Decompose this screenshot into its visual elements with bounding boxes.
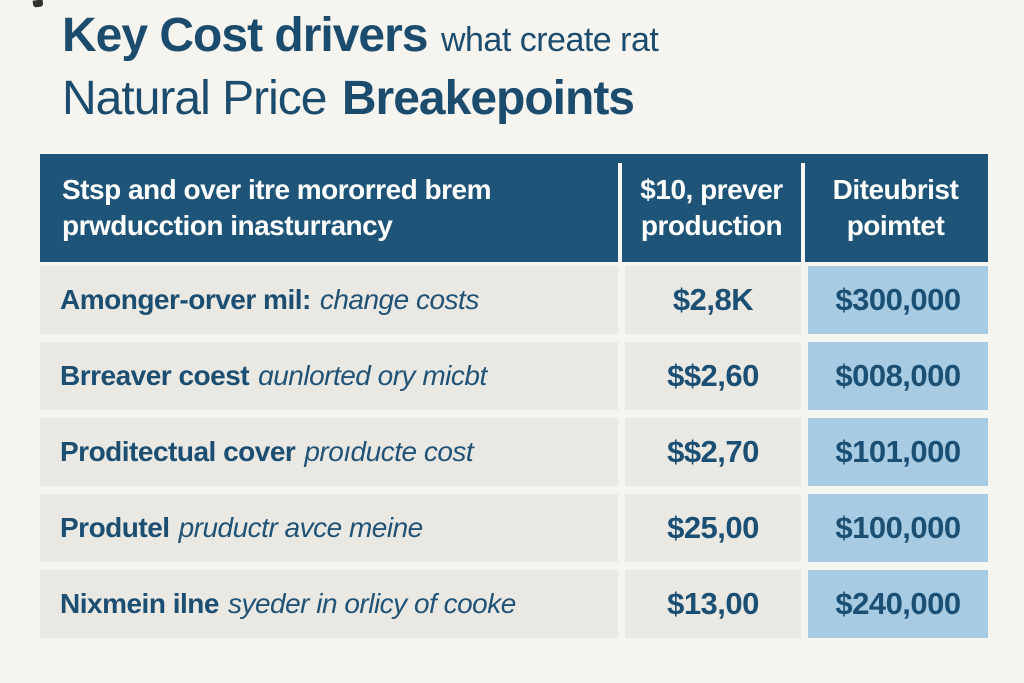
artifact-mark [32, 0, 44, 8]
row-label-italic: syeder in orlicy of cooke [227, 588, 516, 619]
row-value-production: $25,00 [625, 494, 801, 562]
table-row: Nixmein ilne syeder in orlicy of cooke $… [40, 570, 988, 638]
row-label-cell: Proditectual cover proıducte cost [40, 418, 618, 486]
title-secondary: Natural Price [62, 72, 327, 125]
title-suffix: what create rat [440, 21, 659, 59]
row-label-cell: Produtel pruductr avce meine [40, 494, 618, 562]
row-value-production: $$2,70 [625, 418, 801, 486]
row-label-italic: pruductr avce meine [178, 512, 424, 543]
row-label-bold: Brreaver coest [60, 360, 250, 391]
title-line-2: Natural Price Breakepoints [62, 71, 658, 126]
header-cost-driver: Stsp and over itre mororred brem prwducc… [62, 173, 492, 241]
row-value-breakpoint: $100,000 [808, 494, 988, 562]
table-row: Produtel pruductr avce meine $25,00 $100… [40, 494, 988, 562]
row-label-italic: proıducte cost [304, 436, 474, 467]
title-primary: Key Cost drivers [62, 9, 428, 62]
cost-table: Stsp and over itre mororred brem prwducc… [40, 154, 988, 646]
row-label-italic: ɑunlorted ory micbt [258, 360, 487, 391]
row-value-production: $2,8K [625, 266, 801, 334]
row-label-bold: Amonger-orver mil: [60, 284, 311, 315]
header-per-production: $10, prever production [640, 173, 783, 241]
row-label-cell: Amonger-orver mil: change costs [40, 266, 618, 334]
row-value-breakpoint: $101,000 [808, 418, 988, 486]
column-divider [801, 163, 805, 262]
title-line-1: Key Cost drivers what create rat [62, 8, 659, 63]
header-breakpoint: Diteubrist poimtet [832, 173, 959, 241]
row-value-breakpoint: $240,000 [808, 570, 988, 638]
table-header-row: Stsp and over itre mororred brem prwducc… [40, 154, 988, 262]
row-label-bold: Proditectual cover [60, 436, 296, 467]
row-value-breakpoint: $008,000 [808, 342, 988, 410]
row-label-italic: change costs [319, 284, 480, 315]
row-value-breakpoint: $300,000 [808, 266, 988, 334]
page-title: Key Cost drivers what create rat Natural… [62, 8, 659, 126]
table-row: Brreaver coest ɑunlorted ory micbt $$2,6… [40, 342, 988, 410]
column-divider [618, 163, 622, 262]
row-value-production: $$2,60 [625, 342, 801, 410]
row-value-production: $13,00 [625, 570, 801, 638]
title-emphasis: Breakepoints [341, 72, 635, 125]
row-label-cell: Brreaver coest ɑunlorted ory micbt [40, 342, 618, 410]
row-label-bold: Nixmein ilne [60, 588, 219, 619]
table-row: Proditectual cover proıducte cost $$2,70… [40, 418, 988, 486]
table-row: Amonger-orver mil: change costs $2,8K $3… [40, 266, 988, 334]
row-label-cell: Nixmein ilne syeder in orlicy of cooke [40, 570, 618, 638]
row-label-bold: Produtel [60, 512, 170, 543]
